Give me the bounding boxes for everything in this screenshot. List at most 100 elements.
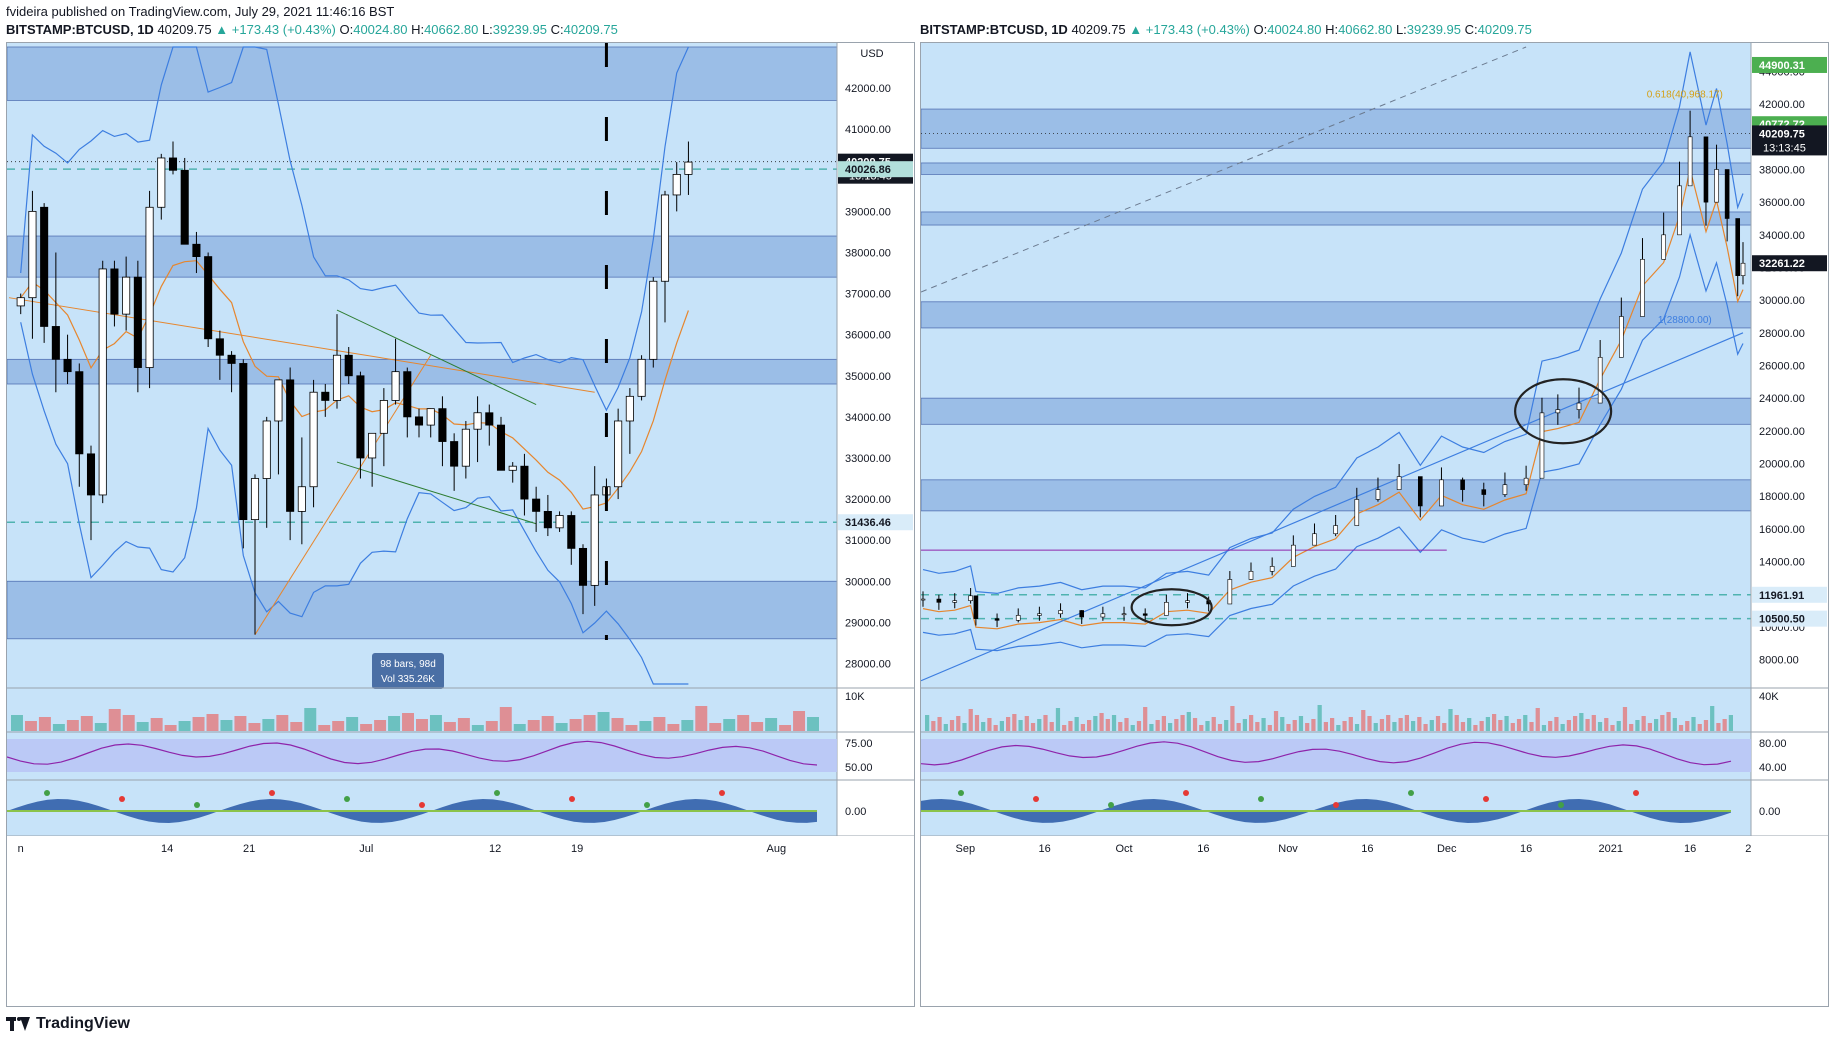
symbol-name[interactable]: BITSTAMP:BTCUSD, 1D [6, 22, 154, 37]
volume-bar [1516, 719, 1522, 731]
volume-bar [1080, 724, 1085, 731]
price-change: ▲ +173.43 (+0.43%) [1129, 22, 1250, 37]
volume-bar [80, 716, 93, 731]
volume-bar [1535, 708, 1540, 731]
candle-up [508, 465, 517, 471]
volume-bar [974, 715, 980, 731]
volume-bar [1174, 719, 1179, 731]
oscillator-dot [1633, 790, 1639, 796]
y-tick-label: 8000.00 [1759, 655, 1799, 667]
volume-bar [1697, 724, 1702, 731]
volume-bar [931, 721, 936, 731]
volume-bar [1654, 719, 1659, 731]
volume-bar [1560, 724, 1565, 731]
y-tick-label: 33000.00 [845, 453, 891, 465]
sr-zone [7, 46, 838, 101]
volume-bar [1660, 715, 1665, 731]
volume-bar [1130, 725, 1135, 731]
y-tick-label: 42000.00 [1759, 99, 1805, 111]
y-tick-label: 29000.00 [845, 617, 891, 629]
candle-down [63, 358, 72, 373]
candle-down [133, 276, 142, 368]
candle-up [274, 379, 283, 422]
x-tick-label: 12 [489, 843, 501, 855]
volume-bar [1330, 718, 1335, 731]
candle-up [1740, 262, 1746, 276]
chart-left-svg[interactable]: 98 bars, 98d Vol 335.26K USD 28000.00 29000.… [7, 43, 914, 1006]
candle-down [532, 498, 541, 512]
volume-bar [1510, 723, 1515, 731]
rsi-axis-label: 50.00 [845, 762, 873, 774]
candle-up [1164, 602, 1169, 616]
candle-down [204, 256, 213, 340]
volume-bar [1149, 724, 1154, 731]
volume-bar [346, 717, 359, 731]
oscillator-dot [269, 790, 275, 796]
volume-bar [66, 720, 79, 731]
volume-bar [1286, 724, 1291, 731]
y-tick-label: 34000.00 [845, 412, 891, 424]
candle-up [1248, 570, 1254, 580]
chart-right-svg[interactable]: 0.618(40,968.17)1(28800.00)8000.0010000.… [921, 43, 1828, 1006]
candle-up [1597, 357, 1603, 404]
price-tag [1752, 125, 1827, 156]
volume-bar [1666, 712, 1671, 731]
volume-bar [178, 721, 191, 731]
candle-up [309, 391, 318, 488]
volume-bar [374, 720, 387, 731]
candle-up [461, 428, 470, 467]
volume-bar [1685, 721, 1690, 731]
volume-bar [1404, 715, 1409, 731]
candle-down [239, 363, 248, 521]
candle-up [1661, 234, 1666, 260]
volume-bar [1211, 717, 1216, 731]
y-tick-label: 26000.00 [1759, 361, 1805, 373]
volume-bar [443, 722, 456, 731]
x-tick-label: Jul [359, 843, 373, 855]
volume-bar [1298, 716, 1304, 731]
symbol-name[interactable]: BITSTAMP:BTCUSD, 1D [920, 22, 1068, 37]
y-tick-label: 38000.00 [1759, 165, 1805, 177]
volume-bar [1074, 717, 1079, 731]
volume-bar [1292, 720, 1297, 731]
candle-up [145, 206, 154, 368]
volume-bar [993, 725, 998, 731]
candle-down [994, 618, 1000, 621]
y-tick-label: 20000.00 [1759, 459, 1805, 471]
volume-bar [779, 725, 792, 731]
volume-bar [513, 724, 526, 731]
volume-bar [949, 720, 955, 731]
volume-bar [1635, 720, 1640, 731]
price-tag-value: 11961.91 [1759, 590, 1804, 602]
channel-bottom-line [336, 461, 537, 525]
candle-down [356, 375, 365, 459]
oscillator-dot [1033, 796, 1039, 802]
candle-down [227, 354, 236, 364]
volume-bar [1610, 725, 1615, 731]
volume-bar [1622, 707, 1628, 731]
rsi-band [7, 739, 837, 772]
volume-bar [1485, 717, 1490, 731]
candle-down [344, 354, 353, 377]
volume-bar [1442, 723, 1447, 731]
candle-up [968, 595, 973, 601]
candle-up [1058, 610, 1063, 615]
volume-bar [1049, 722, 1054, 731]
candle-up [672, 173, 681, 196]
chart-pane-right[interactable]: 0.618(40,968.17) 1(28800.00) 8000.00 10000.… [920, 42, 1829, 1007]
volume-bar [136, 722, 149, 731]
candle-down [1724, 169, 1730, 219]
rsi-axis-label: 80.00 [1759, 738, 1787, 750]
candle-down [75, 371, 84, 455]
chart-pane-left[interactable]: 98 bars, 98d Vol 335.26K USD 28000.00 29000.… [6, 42, 915, 1007]
candle-up [250, 478, 260, 521]
volume-bar [1710, 706, 1715, 731]
oscillator-dot [44, 790, 50, 796]
high-value: 40662.80 [424, 22, 479, 37]
volume-bar [276, 715, 289, 731]
candle-up [1523, 477, 1529, 486]
volume-bar [1037, 719, 1042, 731]
close-value: 40209.75 [563, 22, 618, 37]
oscillator-dot [194, 802, 200, 808]
bollinger-upper-band [922, 51, 1744, 595]
